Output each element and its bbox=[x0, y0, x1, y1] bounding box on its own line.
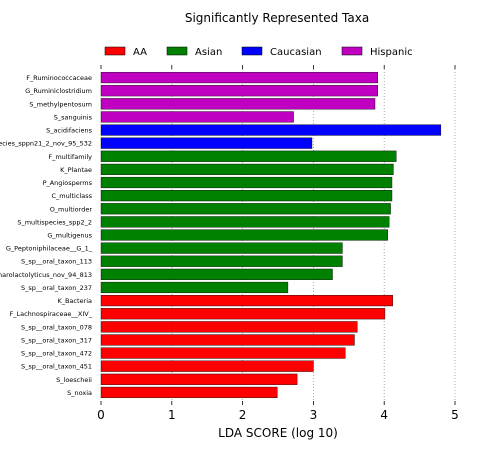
legend: AA Asian Caucasian Hispanic bbox=[104, 46, 413, 58]
bar bbox=[100, 347, 346, 359]
y-tick-label: P_Angiosperms bbox=[43, 179, 93, 187]
bar bbox=[100, 216, 390, 228]
y-tick-label: G_Peptoniphilaceae__G_1_ bbox=[6, 245, 93, 253]
y-tick-label: S_multispecies_spp2_2 bbox=[17, 218, 92, 226]
y-tick-label: species_sppn21_2_nov_95_532 bbox=[0, 140, 92, 148]
y-tick-label: S_sp__oral_taxon_317 bbox=[21, 336, 92, 344]
y-tick-label: S_sp__oral_taxon_237 bbox=[21, 284, 92, 292]
y-tick-label: S_loescheii bbox=[56, 376, 92, 384]
grid bbox=[171, 69, 456, 401]
bar bbox=[100, 71, 379, 84]
y-tick-label: G_multigenus bbox=[47, 232, 92, 240]
bar bbox=[100, 111, 294, 123]
x-tick-label: 0 bbox=[97, 408, 105, 422]
x-tick-label: 1 bbox=[168, 408, 176, 422]
bar bbox=[100, 295, 393, 307]
chart-title: Significantly Represented Taxa bbox=[185, 11, 369, 25]
y-tick-labels: F_Ruminococcaceae G_Ruminiclostridium S_me… bbox=[0, 74, 93, 397]
x-tick-label: 2 bbox=[239, 408, 247, 422]
bar bbox=[100, 190, 393, 202]
x-axis-label: LDA SCORE (log 10) bbox=[218, 426, 338, 440]
bar bbox=[100, 163, 394, 175]
bar bbox=[100, 334, 355, 346]
y-tick-label: S_sp__oral_taxon_078 bbox=[21, 323, 92, 331]
y-tick-label: F_Lachnospiraceae__XIV_ bbox=[10, 310, 93, 318]
x-tick-label: 4 bbox=[380, 408, 388, 422]
legend-label-caucasian: Caucasian bbox=[270, 47, 322, 58]
bars bbox=[100, 71, 442, 399]
bar bbox=[100, 373, 298, 385]
bar bbox=[100, 255, 343, 267]
y-tick-label: S_sp__oral_taxon_451 bbox=[21, 363, 92, 371]
y-tick-label: S_noxia bbox=[67, 389, 92, 397]
bar bbox=[100, 281, 289, 294]
legend-swatch-hispanic bbox=[341, 46, 363, 56]
bar bbox=[100, 137, 313, 149]
legend-swatch-asian bbox=[166, 46, 188, 56]
x-tick-label: 3 bbox=[310, 408, 318, 422]
bar bbox=[100, 229, 388, 241]
legend-label-asian: Asian bbox=[195, 47, 222, 58]
legend-swatch-aa bbox=[104, 46, 126, 56]
bar bbox=[100, 203, 391, 215]
y-tick-label: S_methylpentosum bbox=[29, 100, 92, 108]
bar bbox=[100, 98, 376, 110]
bar bbox=[100, 360, 314, 372]
legend-label-hispanic: Hispanic bbox=[370, 47, 413, 58]
bar bbox=[100, 308, 386, 320]
bar bbox=[100, 124, 442, 136]
bar bbox=[100, 242, 343, 254]
y-tick-label: O_multiorder bbox=[50, 205, 93, 213]
x-axis: 0 1 2 3 4 5 bbox=[97, 65, 459, 422]
y-tick-label: S_sanguinis bbox=[54, 113, 93, 121]
y-tick-label: S_asaccharolactolyticus_nov_94_813 bbox=[0, 271, 92, 279]
y-tick-label: S_sp__oral_taxon_113 bbox=[21, 258, 92, 266]
y-tick-label: K_Plantae bbox=[60, 166, 92, 174]
bar bbox=[100, 85, 379, 97]
bar bbox=[100, 321, 358, 333]
y-tick-label: G_Ruminiclostridium bbox=[25, 87, 92, 95]
legend-label-aa: AA bbox=[133, 47, 147, 58]
bar bbox=[100, 268, 333, 280]
y-tick-label: C_multiclass bbox=[51, 192, 92, 200]
y-tick-label: K_Bacteria bbox=[57, 297, 92, 305]
bar bbox=[100, 150, 397, 162]
y-tick-label: F_Ruminococcaceae bbox=[26, 74, 92, 82]
y-tick-label: S_sp__oral_taxon_472 bbox=[21, 350, 92, 358]
bar bbox=[100, 386, 278, 399]
y-tick-label: F_multifamily bbox=[48, 153, 92, 161]
legend-swatch-caucasian bbox=[241, 46, 263, 56]
bar bbox=[100, 176, 393, 189]
y-tick-label: S_acidifaciens bbox=[46, 127, 92, 135]
x-tick-label: 5 bbox=[451, 408, 459, 422]
